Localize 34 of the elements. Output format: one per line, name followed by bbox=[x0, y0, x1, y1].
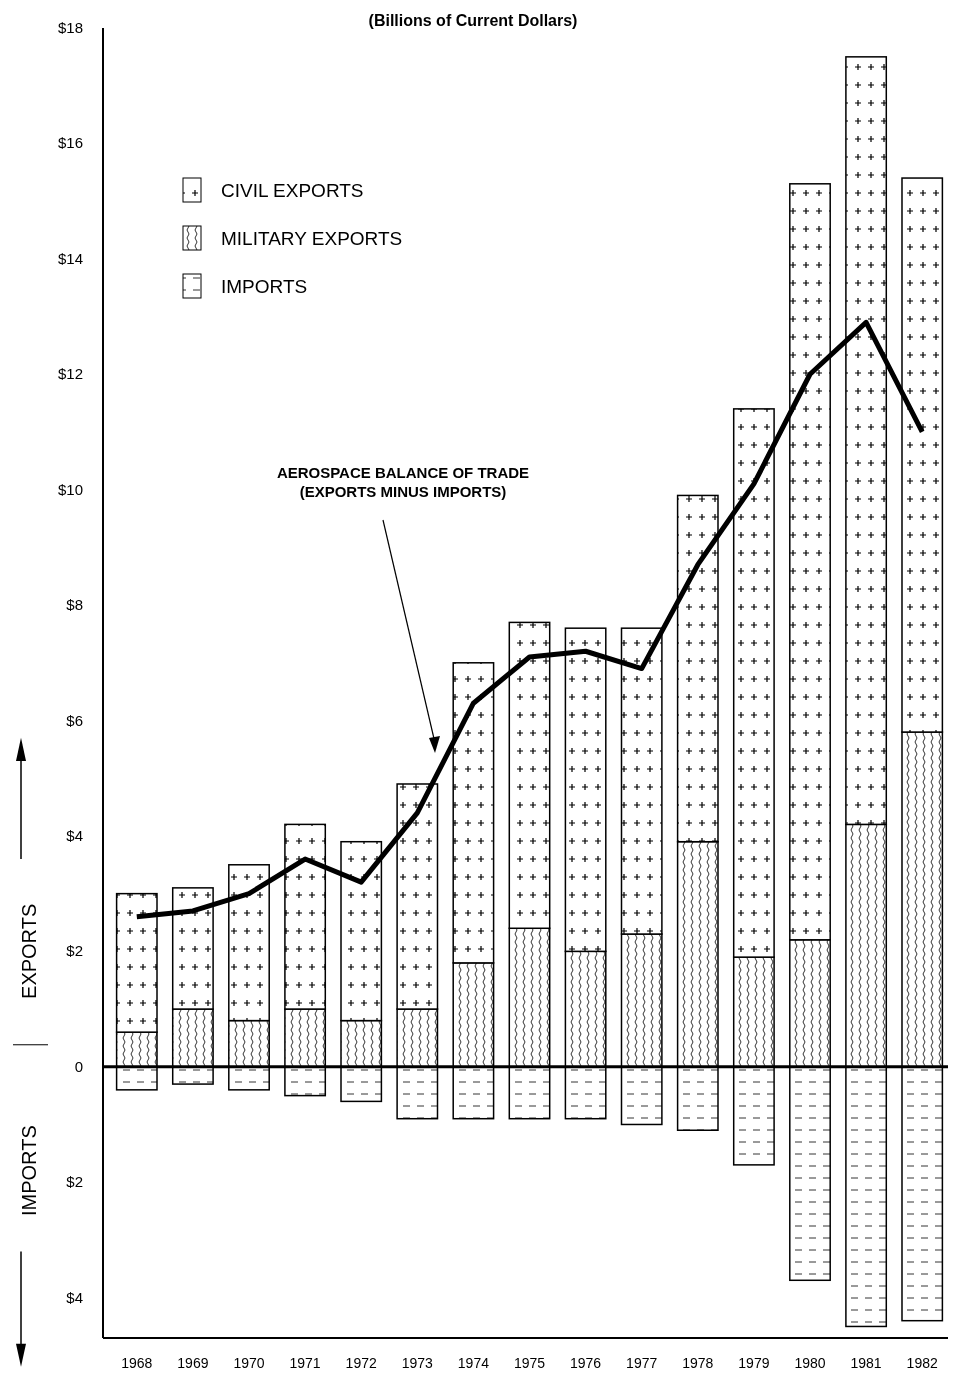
y-tick-label: $6 bbox=[66, 711, 83, 729]
x-tick-label: 1981 bbox=[850, 1355, 882, 1371]
legend-label: CIVIL EXPORTS bbox=[221, 180, 364, 201]
y-tick-label: $8 bbox=[66, 596, 83, 614]
chart-title: (Billions of Current Dollars) bbox=[368, 12, 578, 29]
y-tick-label: $14 bbox=[57, 249, 83, 267]
y-tick-label: $4 bbox=[66, 826, 83, 844]
y-tick-label: $2 bbox=[66, 942, 83, 960]
text: IMPORTS bbox=[18, 1125, 40, 1217]
x-tick-label: 1970 bbox=[233, 1355, 265, 1371]
x-tick-label: 1969 bbox=[177, 1355, 209, 1371]
x-tick-label: 1972 bbox=[345, 1355, 377, 1371]
y-tick-label: 0 bbox=[74, 1057, 83, 1075]
legend-label: MILITARY EXPORTS bbox=[221, 228, 403, 249]
y-tick-label: $10 bbox=[57, 480, 83, 498]
x-tick-label: 1968 bbox=[121, 1355, 153, 1371]
y-tick-label: $12 bbox=[57, 365, 83, 383]
x-tick-label: 1973 bbox=[401, 1355, 434, 1371]
y-tick-label: $2 bbox=[66, 1173, 83, 1191]
x-tick-label: 1978 bbox=[682, 1355, 714, 1371]
annotation: AEROSPACE BALANCE OF TRADE (EXPORTS MINUS IMPORTS) bbox=[276, 464, 530, 500]
x-tick-label: 1975 bbox=[513, 1355, 546, 1371]
y-tick-label: $4 bbox=[66, 1288, 83, 1306]
x-tick-label: 1982 bbox=[906, 1355, 938, 1371]
x-tick-label: 1977 bbox=[626, 1355, 658, 1371]
x-tick-label: 1974 bbox=[457, 1355, 490, 1371]
x-tick-label: 1980 bbox=[794, 1355, 826, 1371]
x-tick-label: 1979 bbox=[738, 1355, 770, 1371]
x-tick-label: 1976 bbox=[570, 1355, 602, 1371]
y-tick-label: $18 bbox=[57, 19, 83, 36]
y-axis-title: EXPORTS bbox=[18, 903, 40, 999]
legend-label: IMPORTS bbox=[221, 276, 308, 297]
x-tick-label: 1971 bbox=[289, 1355, 321, 1371]
y-tick-label: $16 bbox=[57, 134, 83, 152]
